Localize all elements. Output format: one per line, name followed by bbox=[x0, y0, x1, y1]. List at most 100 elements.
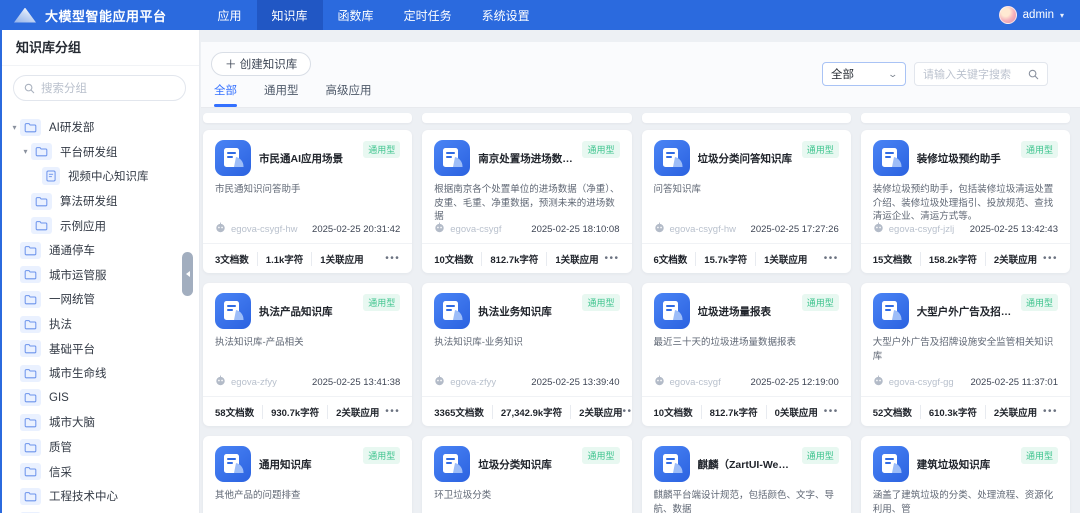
card-more-button[interactable]: ••• bbox=[823, 406, 839, 417]
user-name: admin bbox=[1022, 9, 1054, 21]
tree-item-城市大脑[interactable]: 城市大脑 bbox=[0, 410, 199, 435]
tree-item-label: 工程技术中心 bbox=[49, 491, 118, 504]
card-type-badge: 通用型 bbox=[1020, 141, 1058, 158]
knowledge-base-card[interactable]: 垃圾分类问答知识库 通用型 问答知识库 egova-csygf-hw 2025-02-2… bbox=[641, 130, 851, 273]
tree-expand-caret-icon[interactable]: ▾ bbox=[23, 147, 28, 157]
sidebar-collapse-handle[interactable] bbox=[182, 252, 193, 296]
card-head: 通用知识库 通用型 bbox=[215, 446, 401, 482]
card-more-button[interactable]: ••• bbox=[604, 253, 620, 264]
nav-item-1[interactable]: 知识库 bbox=[256, 0, 323, 30]
knowledge-base-icon bbox=[224, 148, 244, 167]
tree-item-执法[interactable]: 执法 bbox=[0, 312, 199, 337]
card-stat: 0关联应用 bbox=[765, 404, 818, 419]
nav-item-2[interactable]: 函数库 bbox=[337, 8, 374, 23]
tree-item-partial[interactable] bbox=[0, 509, 199, 513]
tree-item-视频中心知识库[interactable]: 视频中心知识库 bbox=[0, 164, 199, 189]
tree-item-一网统管[interactable]: 一网统管 bbox=[0, 287, 199, 312]
card-stat: 812.7k字符 bbox=[481, 251, 538, 266]
owner-name: egova-zfyy bbox=[450, 376, 497, 388]
card-stat: 1关联应用 bbox=[755, 251, 807, 266]
card-stat: 1关联应用 bbox=[311, 251, 364, 266]
card-edge bbox=[422, 113, 632, 123]
tab-0[interactable]: 全部 bbox=[214, 82, 237, 107]
card-more-button[interactable]: ••• bbox=[385, 406, 401, 417]
nav-item-3[interactable]: 定时任务 bbox=[403, 8, 452, 23]
keyword-search-placeholder: 请输入关键字搜索 bbox=[923, 69, 1011, 81]
card-head: 垃圾分类知识库 通用型 bbox=[434, 446, 620, 482]
tree-item-平台研发组[interactable]: ▾ 平台研发组 bbox=[0, 140, 199, 165]
folder-icon bbox=[24, 295, 37, 305]
updated-timestamp: 2025-02-25 18:10:08 bbox=[531, 223, 620, 235]
knowledge-base-card[interactable]: 建筑垃圾知识库 通用型 涵盖了建筑垃圾的分类、处理流程、资源化利用、管 bbox=[860, 436, 1070, 513]
card-description: 大型户外广告及招牌设施安全监管相关知识库 bbox=[872, 337, 1054, 362]
nav-item-0[interactable]: 应用 bbox=[217, 8, 242, 23]
card-more-button[interactable]: ••• bbox=[622, 406, 631, 417]
tab-2[interactable]: 高级应用 bbox=[325, 85, 372, 97]
tree-item-算法研发组[interactable]: 算法研发组 bbox=[0, 189, 199, 214]
tree-item-示例应用[interactable]: 示例应用 bbox=[0, 213, 199, 238]
tree-item-基础平台[interactable]: 基础平台 bbox=[0, 336, 199, 361]
card-stat: 2关联应用 bbox=[327, 404, 379, 419]
doc-icon-wrap bbox=[42, 167, 60, 186]
knowledge-base-card[interactable]: 垃圾分类知识库 通用型环卫垃圾分类 bbox=[422, 436, 632, 513]
knowledge-base-card[interactable]: 通用知识库 通用型 其他产品的问题排查 bbox=[203, 436, 413, 513]
knowledge-base-card[interactable]: 市民通AI应用场景 通用型 市民通知识问答助手 egova-csygf-hw 2025-… bbox=[203, 130, 413, 273]
card-stats-footer: 3文档数 1.1k字符 1关联应用 ••• bbox=[203, 243, 413, 273]
knowledge-base-card[interactable]: 执法业务知识库 通用型 执法知识库-业务知识 egova-zfyy 2025-02-25… bbox=[422, 283, 632, 426]
folder-icon bbox=[24, 270, 37, 280]
folder-icon-wrap bbox=[31, 217, 52, 235]
filter-selected-value: 全部 bbox=[831, 69, 854, 81]
user-menu[interactable]: admin ▾ bbox=[998, 6, 1064, 24]
tree-expand-caret-icon[interactable]: ▾ bbox=[12, 122, 17, 132]
sidebar-title: 知识库分组 bbox=[0, 30, 199, 66]
tree-item-GIS[interactable]: GIS bbox=[0, 386, 199, 411]
tree-item-信采[interactable]: 信采 bbox=[0, 459, 199, 484]
keyword-search-input[interactable]: 请输入关键字搜索 bbox=[914, 62, 1048, 86]
folder-icon bbox=[24, 418, 37, 428]
tree-item-城市生命线[interactable]: 城市生命线 bbox=[0, 361, 199, 386]
card-description: 涵盖了建筑垃圾的分类、处理流程、资源化利用、管 bbox=[872, 490, 1054, 513]
updated-timestamp: 2025-02-25 13:41:38 bbox=[312, 376, 401, 388]
knowledge-base-card[interactable]: 执法产品知识库 通用型 执法知识库-产品相关 egova-zfyy 2025-02-25… bbox=[203, 283, 413, 426]
card-head: 垃圾分类问答知识库 通用型 bbox=[653, 140, 839, 176]
owner-avatar-icon bbox=[216, 375, 225, 386]
card-head: 垃圾进场量报表 通用型 bbox=[653, 293, 839, 329]
folder-icon bbox=[24, 442, 37, 452]
owner-avatar bbox=[434, 220, 445, 238]
card-more-button[interactable]: ••• bbox=[1042, 406, 1058, 417]
card-more-button[interactable]: ••• bbox=[823, 253, 839, 264]
card-stat: 3文档数 bbox=[215, 254, 249, 266]
knowledge-base-card[interactable]: 麒麟（ZartUI-Web）... 通用型 麒麟平台端设计规范，包括颜色、文字、导航… bbox=[641, 436, 851, 513]
card-title: 建筑垃圾知识库 bbox=[916, 458, 991, 471]
tree-item-通通停车[interactable]: 通通停车 bbox=[0, 238, 199, 263]
tree-item-城市运管服[interactable]: 城市运管服 bbox=[0, 263, 199, 288]
updated-timestamp: 2025-02-25 11:37:01 bbox=[970, 376, 1058, 388]
create-knowledge-base-button[interactable]: ＋ 创建知识库 bbox=[211, 52, 312, 76]
tree-item-工程技术中心[interactable]: 工程技术中心 bbox=[0, 484, 199, 509]
user-avatar[interactable] bbox=[998, 6, 1017, 24]
folder-icon-wrap bbox=[20, 487, 41, 505]
card-title: 市民通AI应用场景 bbox=[259, 152, 343, 165]
tree-item-质管[interactable]: 质管 bbox=[0, 435, 199, 460]
nav-item-4[interactable]: 系统设置 bbox=[481, 8, 530, 23]
card-title: 垃圾进场量报表 bbox=[697, 305, 772, 318]
updated-timestamp: 2025-02-25 13:42:43 bbox=[969, 223, 1058, 235]
owner-avatar bbox=[215, 220, 226, 238]
knowledge-base-card[interactable]: 垃圾进场量报表 通用型 最近三十天的垃圾进场量数据报表 egova-csygf 2025… bbox=[641, 283, 851, 426]
card-stat: 10文档数 bbox=[653, 407, 693, 419]
card-stat: 812.7k字符 bbox=[700, 404, 758, 419]
knowledge-base-card[interactable]: 南京处置场进场数据报表通用型根据南京各个处置单位的进场数据（净重）、皮重、毛重、… bbox=[422, 130, 632, 273]
owner-avatar bbox=[873, 220, 884, 238]
card-more-button[interactable]: ••• bbox=[1042, 253, 1058, 264]
type-filter-select[interactable]: 全部 ⌄ bbox=[822, 62, 906, 86]
card-description: 装修垃圾预约助手，包括装修垃圾清运处置介绍、装修垃圾处理指引、投放规范、查找清运… bbox=[872, 184, 1054, 222]
card-type-badge: 通用型 bbox=[363, 447, 401, 464]
tree-item-AI研发部[interactable]: ▾ AI研发部 bbox=[0, 115, 199, 140]
card-description: 环卫垃圾分类 bbox=[434, 490, 492, 501]
card-more-button[interactable]: ••• bbox=[385, 253, 401, 264]
knowledge-base-card[interactable]: 装修垃圾预约助手 通用型装修垃圾预约助手，包括装修垃圾清运处置介绍、装修垃圾处理指… bbox=[860, 130, 1070, 273]
card-title: 装修垃圾预约助手 bbox=[916, 152, 1001, 165]
tab-1[interactable]: 通用型 bbox=[264, 85, 299, 97]
group-search-input[interactable]: 搜索分组 bbox=[13, 75, 186, 101]
